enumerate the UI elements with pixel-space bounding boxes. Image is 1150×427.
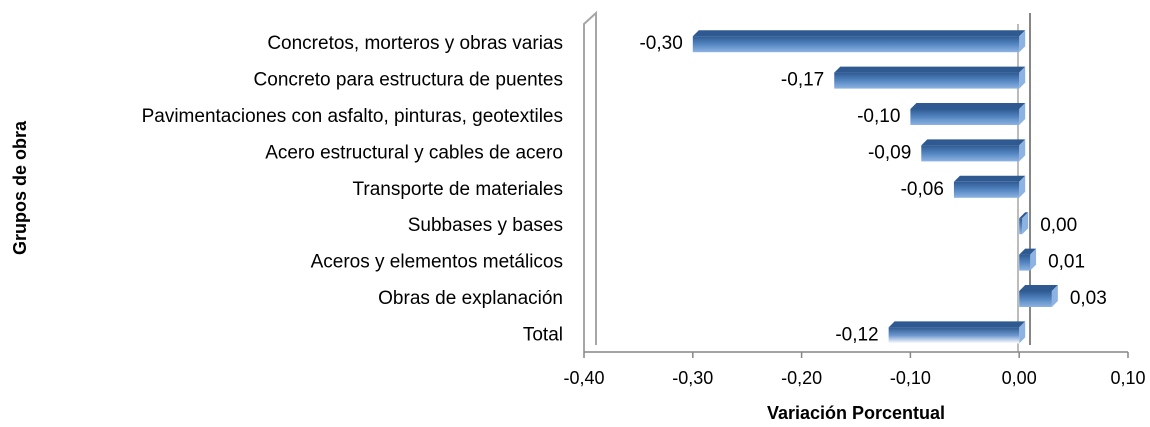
data-label: 0,01	[1048, 252, 1085, 273]
x-tick-label: 0,10	[1110, 368, 1145, 388]
category-label: Total	[523, 324, 563, 345]
x-axis-title: Variación Porcentual	[767, 403, 945, 423]
category-label: Aceros y elementos metálicos	[311, 252, 563, 273]
category-label: Obras de explanación	[378, 288, 563, 309]
bar-front-face	[1019, 218, 1023, 235]
bar-top-face	[1019, 212, 1029, 219]
bar-top-face	[692, 30, 1026, 37]
bar-top-face	[834, 66, 1026, 73]
bar-top-face	[1019, 285, 1058, 291]
bar	[888, 321, 1026, 344]
bar-top-face	[921, 139, 1026, 146]
bar-top-face	[1019, 248, 1037, 255]
data-label: 0,03	[1070, 288, 1107, 309]
bar-front-face	[692, 36, 1020, 53]
bar	[1019, 212, 1029, 235]
bar	[1019, 248, 1037, 271]
bar-front-face	[834, 72, 1020, 89]
bar-side-face	[1022, 212, 1029, 235]
category-label: Concreto para estructura de puentes	[254, 70, 563, 91]
bar-front-face	[910, 109, 1020, 125]
bar	[953, 175, 1026, 198]
data-label: -0,30	[639, 33, 682, 54]
bar-front-face	[953, 181, 1020, 198]
bar-side-face	[1019, 30, 1026, 53]
bar-side-face	[1051, 285, 1058, 307]
bar-front-face	[1019, 291, 1052, 307]
bar	[1019, 285, 1058, 307]
bar-side-face	[1019, 175, 1026, 198]
chart-back-wall	[583, 10, 597, 352]
bar-front-face	[1019, 254, 1031, 271]
bar	[910, 103, 1026, 125]
x-tick-label: -0,10	[890, 368, 931, 388]
data-label: -0,09	[868, 142, 911, 163]
bar	[834, 66, 1026, 89]
data-label: -0,06	[901, 179, 944, 200]
category-label: Concretos, morteros y obras varias	[267, 33, 563, 54]
category-label: Subbases y bases	[408, 215, 563, 236]
data-label: 0,00	[1040, 215, 1077, 236]
x-tick-label: -0,40	[563, 368, 604, 388]
data-label: -0,12	[835, 324, 878, 345]
x-tick-label: 0,00	[1002, 368, 1037, 388]
bar-front-face	[888, 327, 1020, 344]
x-tick-label: -0,20	[781, 368, 822, 388]
category-labels: Concretos, morteros y obras varias Concre…	[142, 33, 563, 345]
data-label: -0,17	[781, 70, 824, 91]
x-axis-ticks: -0,40 -0,30 -0,20 -0,10 0,00 0,10	[563, 352, 1146, 388]
bar-top-face	[888, 321, 1026, 328]
category-label: Transporte de materiales	[352, 179, 563, 200]
bar-top-face	[953, 175, 1026, 182]
x-tick-label: -0,30	[672, 368, 713, 388]
bar	[921, 139, 1026, 162]
bar-front-face	[921, 145, 1020, 162]
y-axis-title: Grupos de obra	[10, 120, 30, 255]
bar-side-face	[1019, 103, 1026, 125]
category-label: Acero estructural y cables de acero	[265, 142, 563, 163]
category-label: Pavimentaciones con asfalto, pinturas, g…	[142, 106, 563, 127]
bar-side-face	[1030, 248, 1037, 271]
bar-side-face	[1019, 321, 1026, 344]
bar-side-face	[1019, 139, 1026, 162]
bar	[692, 30, 1026, 53]
bars-group	[692, 30, 1058, 344]
bar-top-face	[910, 103, 1026, 109]
data-labels: -0,30 -0,17 -0,10 -0,09 -0,06 0,00 0,01 0,03 -0,…	[639, 33, 1106, 345]
bar-side-face	[1019, 66, 1026, 89]
data-label: -0,10	[857, 106, 900, 127]
